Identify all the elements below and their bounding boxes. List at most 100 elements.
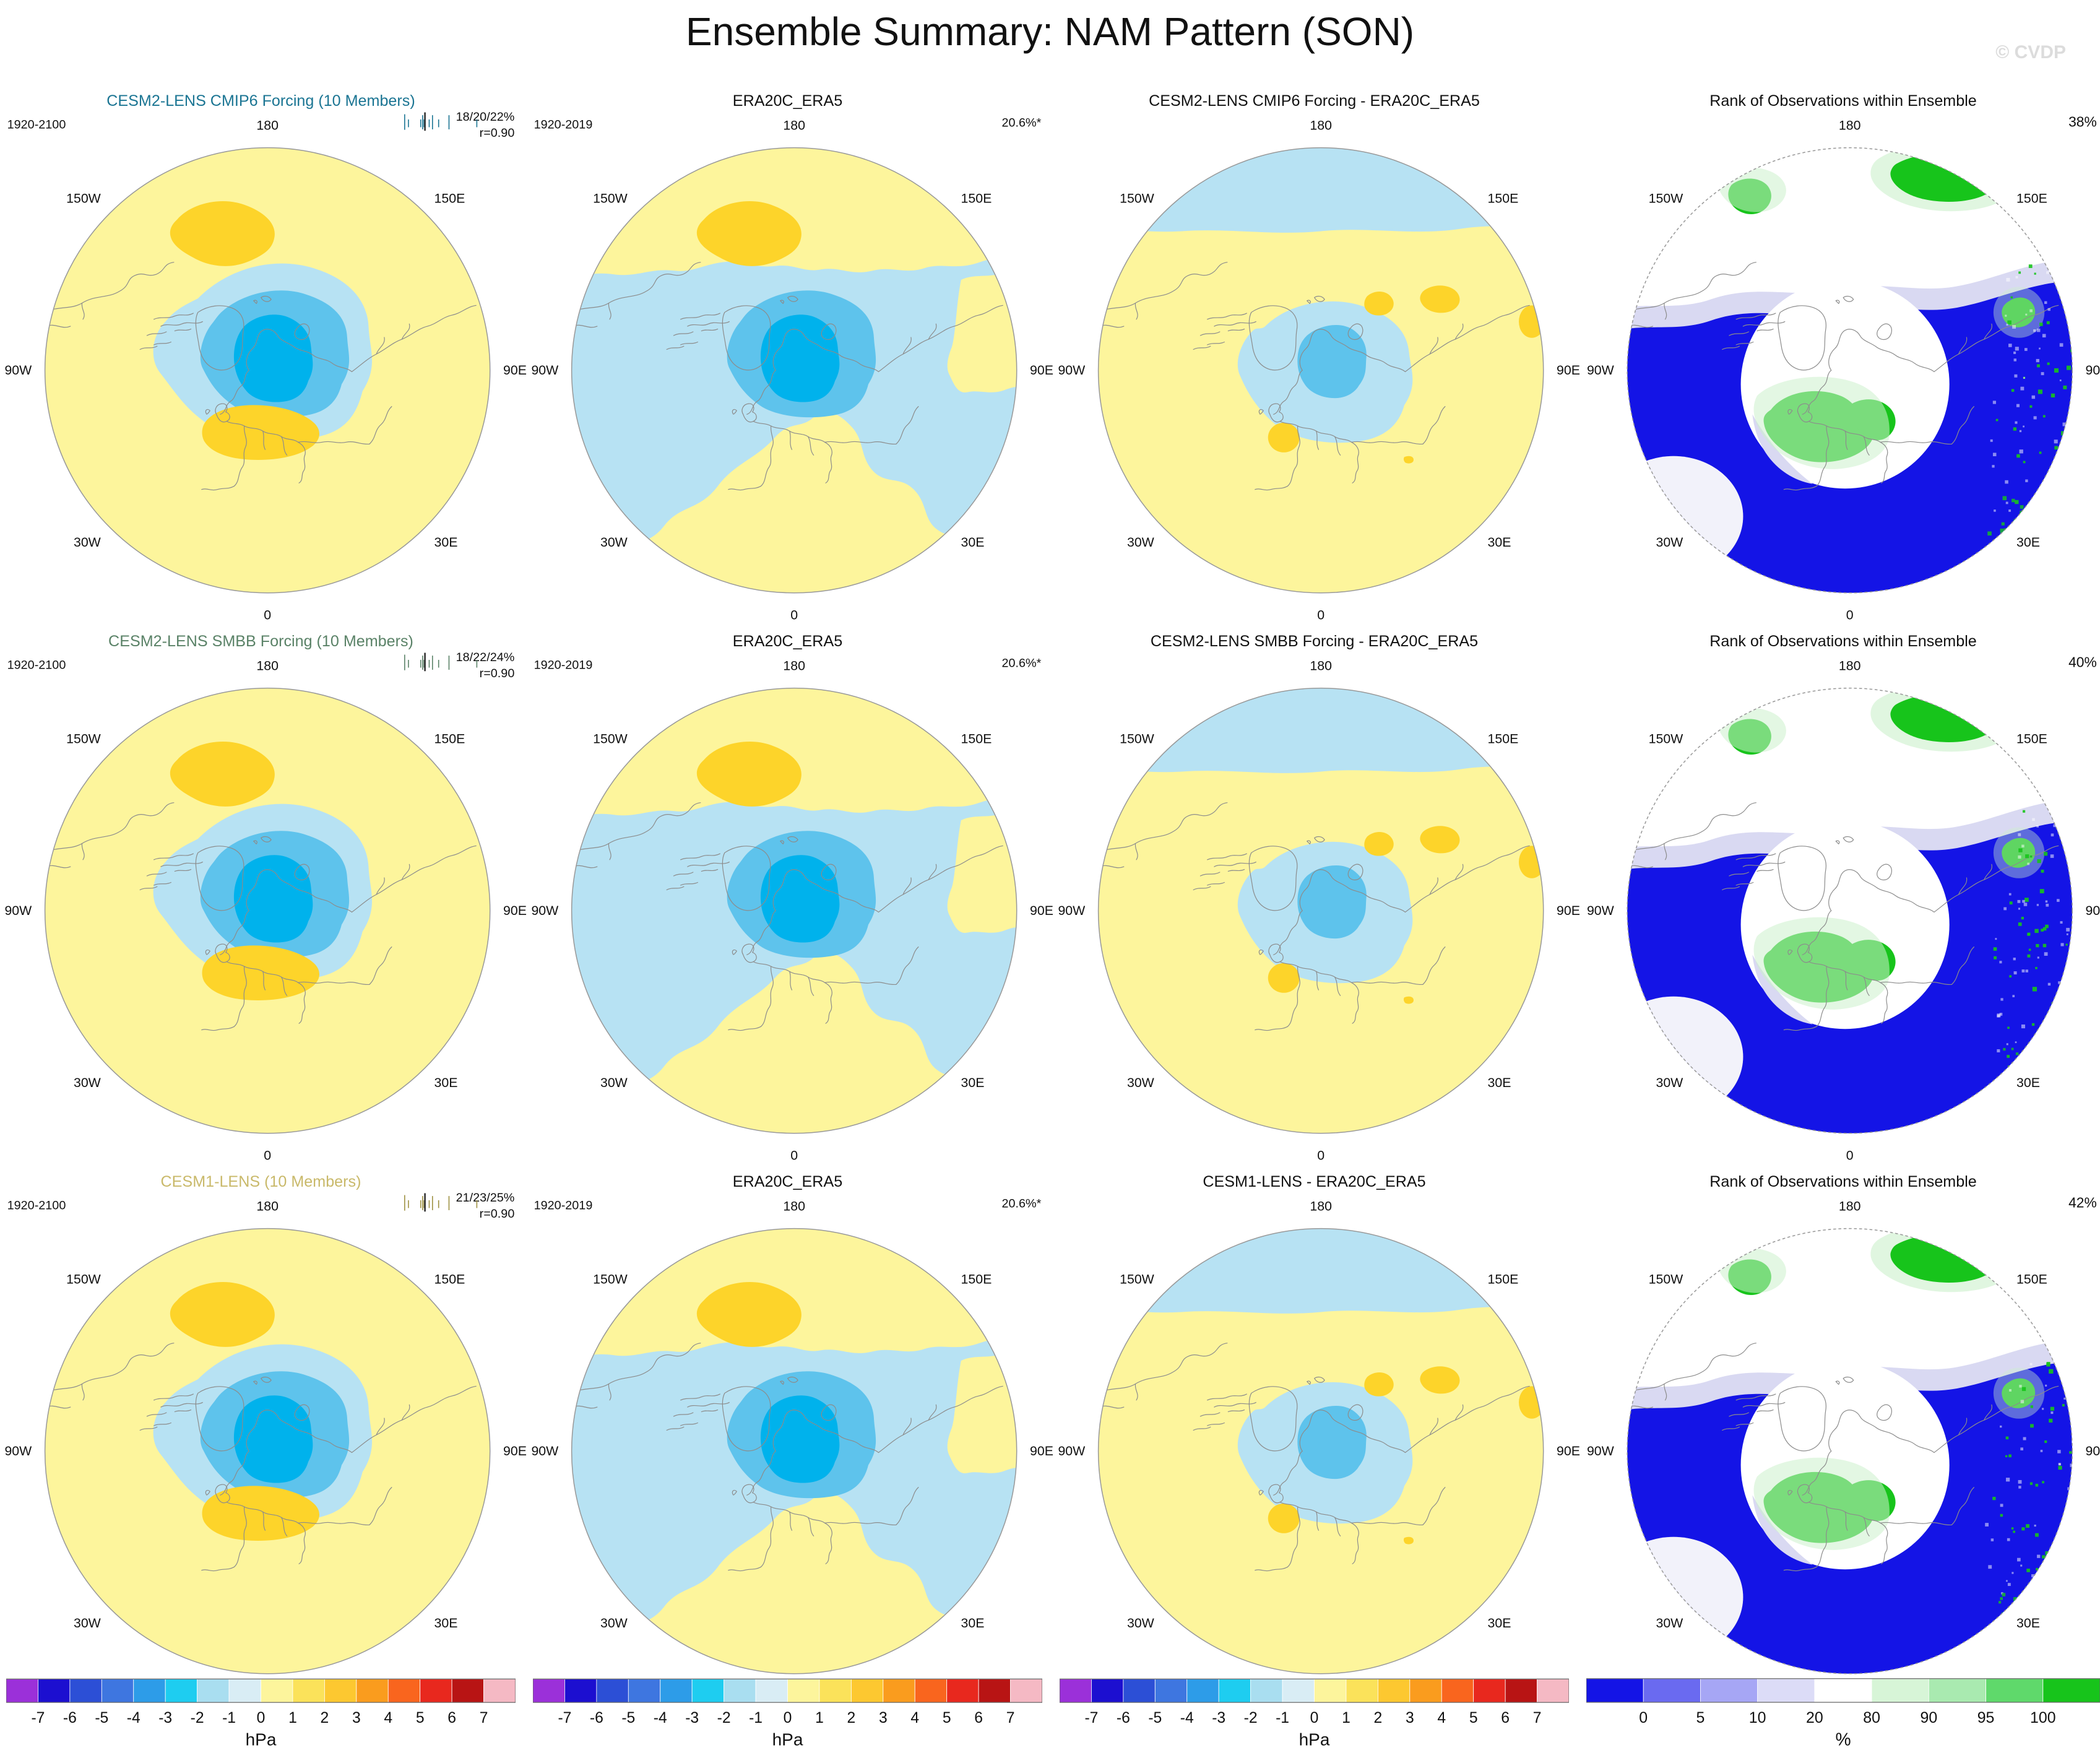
svg-text:150E: 150E (2016, 731, 2047, 746)
svg-text:30W: 30W (1127, 535, 1155, 550)
svg-text:7: 7 (1533, 1710, 1542, 1726)
svg-text:-2: -2 (717, 1710, 731, 1726)
svg-text:90W: 90W (4, 903, 32, 918)
svg-text:20.6%*: 20.6%* (1001, 1197, 1041, 1210)
svg-text:150E: 150E (434, 191, 465, 206)
svg-text:150W: 150W (593, 731, 628, 746)
svg-text:90: 90 (1921, 1709, 1938, 1726)
svg-text:90E: 90E (503, 903, 527, 918)
svg-text:3: 3 (879, 1710, 888, 1726)
svg-text:180: 180 (783, 1199, 805, 1214)
svg-text:30W: 30W (600, 1616, 628, 1631)
svg-text:150W: 150W (593, 191, 628, 206)
svg-text:-6: -6 (1117, 1710, 1130, 1726)
svg-text:-5: -5 (1148, 1710, 1162, 1726)
svg-text:90E: 90E (503, 363, 527, 378)
svg-text:ERA20C_ERA5: ERA20C_ERA5 (733, 633, 842, 650)
svg-text:0: 0 (1317, 1148, 1324, 1163)
svg-text:90W: 90W (4, 1444, 32, 1458)
svg-text:-4: -4 (127, 1710, 140, 1726)
svg-text:150E: 150E (1488, 1271, 1519, 1286)
svg-text:-2: -2 (191, 1710, 204, 1726)
svg-text:10: 10 (1749, 1709, 1766, 1726)
svg-text:90E: 90E (1030, 903, 1053, 918)
svg-text:180: 180 (256, 659, 279, 674)
svg-text:90E: 90E (1557, 903, 1580, 918)
svg-text:ERA20C_ERA5: ERA20C_ERA5 (733, 1173, 842, 1190)
svg-text:90W: 90W (4, 363, 32, 378)
svg-text:3: 3 (352, 1710, 361, 1726)
svg-text:-3: -3 (1212, 1710, 1225, 1726)
svg-text:180: 180 (1310, 659, 1332, 674)
svg-text:-5: -5 (621, 1710, 635, 1726)
svg-text:90W: 90W (1587, 903, 1615, 918)
svg-text:CESM2-LENS SMBB Forcing - ERA2: CESM2-LENS SMBB Forcing - ERA20C_ERA5 (1151, 633, 1478, 650)
svg-text:30E: 30E (1488, 1616, 1511, 1631)
svg-text:6: 6 (447, 1710, 456, 1726)
svg-text:150E: 150E (434, 1271, 465, 1286)
svg-text:20.6%*: 20.6%* (1001, 656, 1041, 670)
svg-text:CESM2-LENS SMBB Forcing (10 Me: CESM2-LENS SMBB Forcing (10 Members) (108, 633, 413, 650)
svg-text:150W: 150W (1120, 731, 1155, 746)
svg-text:-7: -7 (31, 1710, 45, 1726)
svg-text:-4: -4 (654, 1710, 667, 1726)
svg-text:90W: 90W (1587, 363, 1615, 378)
svg-text:7: 7 (1006, 1710, 1015, 1726)
svg-text:180: 180 (1839, 1199, 1861, 1214)
svg-text:-1: -1 (1276, 1710, 1289, 1726)
svg-text:90W: 90W (531, 1444, 559, 1458)
svg-text:-7: -7 (558, 1710, 571, 1726)
svg-text:2: 2 (321, 1710, 329, 1726)
svg-text:90E: 90E (1557, 363, 1580, 378)
svg-text:90E: 90E (1030, 363, 1053, 378)
svg-text:r=0.90: r=0.90 (480, 126, 515, 140)
svg-text:r=0.90: r=0.90 (480, 667, 515, 680)
svg-text:150E: 150E (2016, 191, 2047, 206)
svg-text:Rank of Observations within En: Rank of Observations within Ensemble (1709, 1173, 1977, 1190)
svg-text:5: 5 (1696, 1709, 1705, 1726)
svg-text:4: 4 (1437, 1710, 1446, 1726)
svg-text:30E: 30E (434, 1616, 458, 1631)
svg-text:0: 0 (1317, 607, 1324, 622)
svg-text:30E: 30E (961, 535, 985, 550)
svg-text:1: 1 (815, 1710, 824, 1726)
svg-text:30W: 30W (1656, 1075, 1683, 1090)
svg-text:180: 180 (256, 118, 279, 133)
svg-text:1920-2100: 1920-2100 (7, 658, 66, 672)
svg-text:1: 1 (288, 1710, 297, 1726)
svg-text:0: 0 (264, 1148, 271, 1163)
svg-text:180: 180 (1310, 118, 1332, 133)
svg-text:CESM1-LENS - ERA20C_ERA5: CESM1-LENS - ERA20C_ERA5 (1203, 1173, 1425, 1190)
svg-text:180: 180 (783, 659, 805, 674)
svg-text:-2: -2 (1244, 1710, 1258, 1726)
svg-text:30W: 30W (1656, 535, 1683, 550)
svg-text:20.6%*: 20.6%* (1001, 116, 1041, 129)
svg-text:90E: 90E (2086, 363, 2100, 378)
svg-text:150E: 150E (961, 731, 992, 746)
svg-text:21/23/25%: 21/23/25% (456, 1191, 515, 1205)
svg-text:-7: -7 (1084, 1710, 1098, 1726)
svg-text:30E: 30E (961, 1616, 985, 1631)
svg-text:5: 5 (1469, 1710, 1478, 1726)
svg-text:180: 180 (1310, 1199, 1332, 1214)
svg-text:150W: 150W (593, 1271, 628, 1286)
svg-text:2: 2 (847, 1710, 856, 1726)
svg-text:30E: 30E (2016, 535, 2040, 550)
svg-text:90W: 90W (531, 903, 559, 918)
svg-text:-5: -5 (95, 1710, 108, 1726)
svg-text:5: 5 (416, 1710, 425, 1726)
svg-text:0: 0 (1639, 1709, 1648, 1726)
svg-text:-6: -6 (590, 1710, 603, 1726)
svg-text:150W: 150W (1120, 1271, 1155, 1286)
svg-text:0: 0 (1310, 1710, 1319, 1726)
svg-text:150W: 150W (1649, 1271, 1684, 1286)
svg-text:38%: 38% (2068, 113, 2097, 129)
svg-text:CESM2-LENS CMIP6 Forcing (10 M: CESM2-LENS CMIP6 Forcing (10 Members) (106, 92, 415, 110)
svg-text:150E: 150E (434, 731, 465, 746)
svg-text:CESM2-LENS CMIP6 Forcing - ERA: CESM2-LENS CMIP6 Forcing - ERA20C_ERA5 (1149, 92, 1480, 110)
svg-text:18/22/24%: 18/22/24% (456, 651, 515, 664)
svg-text:30W: 30W (1127, 1075, 1155, 1090)
svg-text:6: 6 (974, 1710, 983, 1726)
svg-text:42%: 42% (2068, 1194, 2097, 1210)
svg-text:-1: -1 (749, 1710, 763, 1726)
